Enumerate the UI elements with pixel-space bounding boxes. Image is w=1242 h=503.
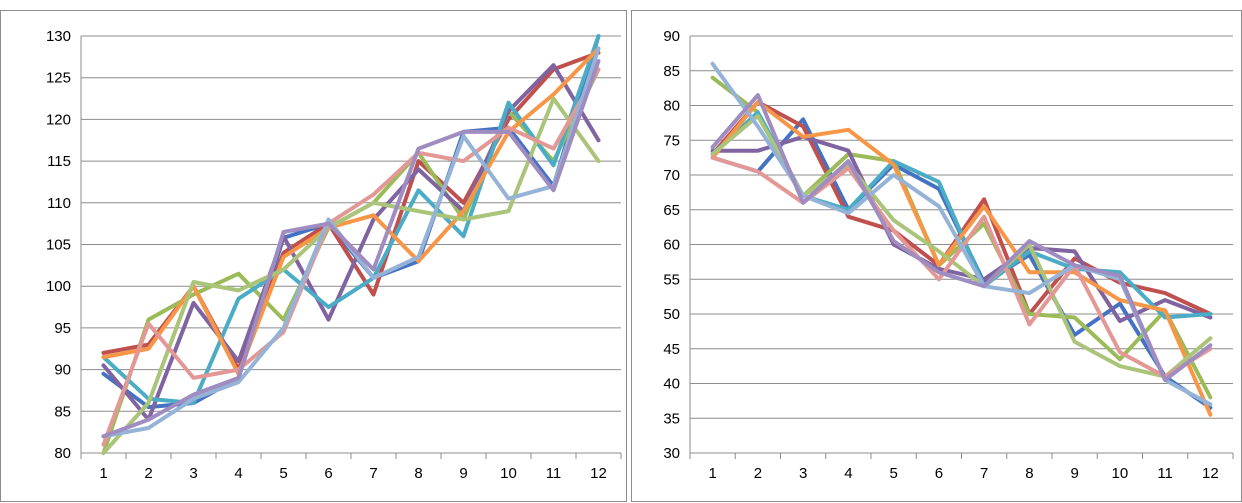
right-y-tick-label: 90	[663, 28, 680, 45]
right-series-line-4	[710, 134, 1213, 323]
left-x-tick-label: 4	[234, 465, 242, 482]
chart-left: 80 85 90 95 100 105 110 115 120 125 130 1 2 3 4 5 6 7 8 9 10…	[0, 10, 627, 502]
right-x-tick-label: 3	[799, 465, 807, 482]
left-x-tick-label: 12	[590, 465, 607, 482]
right-x-tick-label: 2	[754, 465, 762, 482]
right-x-tick-label: 5	[889, 465, 897, 482]
right-y-tick-label: 35	[663, 410, 680, 427]
left-x-tick-label: 10	[500, 465, 517, 482]
right-y-tick-label: 70	[663, 167, 680, 184]
right-x-tick-label: 9	[1070, 465, 1078, 482]
left-y-tick-label: 130	[46, 28, 71, 45]
left-y-tick-label: 125	[46, 70, 71, 87]
left-y-tick-label: 90	[54, 362, 71, 379]
left-x-tick-label: 8	[414, 465, 422, 482]
left-x-tick-label: 9	[459, 465, 467, 482]
left-y-tick-label: 100	[46, 278, 71, 295]
right-y-tick-label: 85	[663, 63, 680, 80]
right-x-tick-label: 11	[1157, 465, 1173, 482]
right-y-tick-label: 30	[663, 445, 680, 462]
right-x-tick-label: 10	[1112, 465, 1129, 482]
right-y-tick-label: 75	[663, 132, 680, 149]
right-series-line-10	[710, 93, 1213, 382]
left-series-line-10	[101, 59, 601, 439]
right-x-tick-label: 7	[980, 465, 988, 482]
left-y-tick-label: 95	[54, 320, 71, 337]
right-x-tick-label: 12	[1202, 465, 1219, 482]
left-y-tick-label: 80	[54, 445, 71, 462]
left-x-tick-label: 11	[546, 465, 562, 482]
left-x-tick-label: 5	[279, 465, 287, 482]
left-x-tick-label: 3	[189, 465, 197, 482]
left-y-tick-label: 105	[46, 237, 71, 254]
left-x-tick-label: 6	[324, 465, 332, 482]
right-x-tick-label: 8	[1025, 465, 1033, 482]
right-y-tick-label: 55	[663, 271, 680, 288]
left-x-tick-label: 1	[99, 465, 107, 482]
right-y-tick-label: 80	[663, 98, 680, 115]
right-y-tick-label: 50	[663, 306, 680, 323]
right-y-tick-label: 60	[663, 237, 680, 254]
right-series-line-2	[710, 100, 1213, 316]
left-x-tick-label: 7	[369, 465, 377, 482]
left-y-tick-label: 120	[46, 111, 71, 128]
left-series-line-4	[101, 63, 601, 422]
right-series-line-6	[710, 100, 1213, 417]
left-series-line-8	[101, 67, 601, 447]
right-y-tick-label: 40	[663, 376, 680, 393]
left-y-tick-label: 110	[47, 195, 71, 212]
left-series-line-7	[101, 96, 601, 455]
left-x-tick-label: 2	[144, 465, 152, 482]
right-y-tick-label: 65	[663, 202, 680, 219]
right-x-tick-label: 1	[708, 465, 716, 482]
left-y-tick-label: 85	[54, 403, 71, 420]
right-x-tick-label: 6	[935, 465, 943, 482]
right-x-tick-label: 4	[844, 465, 852, 482]
right-y-tick-label: 45	[663, 341, 680, 358]
left-series-line-9	[101, 46, 601, 439]
chart-right: 30 35 40 45 50 55 60 65 70 75 80 85 90 1 2 3 4 5 6 7 8 9 10 11 1…	[631, 10, 1242, 502]
left-y-tick-label: 115	[47, 153, 71, 170]
